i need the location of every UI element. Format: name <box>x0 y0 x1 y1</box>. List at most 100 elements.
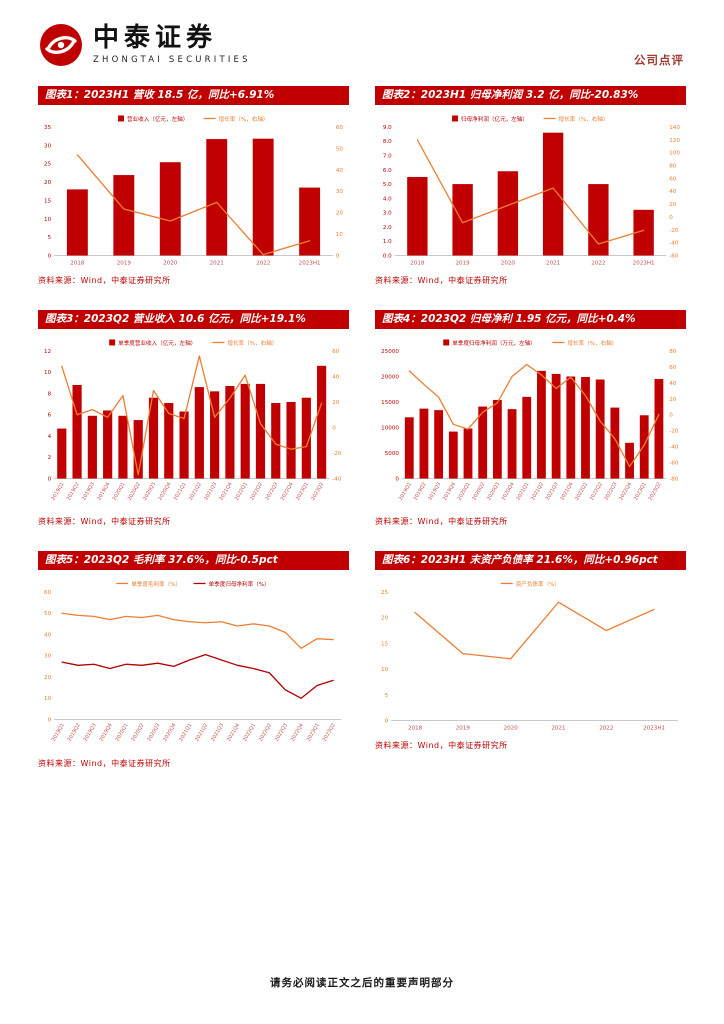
brand-name: 中泰证券 <box>93 22 218 53</box>
svg-text:增长率（%，右轴）: 增长率（%，右轴） <box>559 115 609 123</box>
svg-text:20: 20 <box>669 202 677 208</box>
svg-text:2019Q1: 2019Q1 <box>50 481 65 501</box>
svg-text:2022Q2: 2022Q2 <box>249 481 264 501</box>
svg-text:2022: 2022 <box>256 261 270 267</box>
svg-text:2019Q4: 2019Q4 <box>96 481 111 501</box>
svg-text:2022Q1: 2022Q1 <box>574 481 589 501</box>
svg-text:20: 20 <box>669 397 677 403</box>
svg-text:2: 2 <box>48 455 52 461</box>
svg-text:140: 140 <box>669 125 680 131</box>
svg-text:2023H1: 2023H1 <box>643 726 665 732</box>
page-header: 中泰证券 ZHONGTAI SECURITIES 公司点评 <box>0 0 724 72</box>
svg-text:2022Q3: 2022Q3 <box>274 723 289 743</box>
svg-text:8: 8 <box>48 391 52 397</box>
svg-text:1.0: 1.0 <box>383 239 392 245</box>
chart-3-canvas-revenue-quarterly: 0 2 4 6 8 10 12 -40 -20 0 20 40 60 2019Q1 2019Q2 2019Q3… <box>44 338 342 501</box>
svg-text:2020Q4: 2020Q4 <box>501 481 516 501</box>
chart-panel-6: 图表6：2023H1 末资产负债率 21.6%，同比+0.96pct 0 5 10 1… <box>375 551 686 769</box>
svg-text:2020Q1: 2020Q1 <box>457 481 472 501</box>
svg-text:60: 60 <box>669 365 677 371</box>
svg-text:80: 80 <box>669 349 677 355</box>
svg-text:0: 0 <box>395 476 399 482</box>
svg-text:2018: 2018 <box>408 726 423 732</box>
svg-text:8.0: 8.0 <box>383 139 392 145</box>
svg-text:2021Q4: 2021Q4 <box>226 723 241 743</box>
svg-text:2022Q3: 2022Q3 <box>264 481 279 501</box>
svg-text:2023Q1: 2023Q1 <box>306 723 321 743</box>
svg-text:单季度毛利率（%）: 单季度毛利率（%） <box>131 580 181 588</box>
svg-text:2023Q2: 2023Q2 <box>322 723 337 743</box>
svg-text:2021Q3: 2021Q3 <box>210 723 225 743</box>
svg-text:30: 30 <box>44 654 52 660</box>
svg-text:15: 15 <box>44 199 52 205</box>
svg-text:2022Q1: 2022Q1 <box>242 723 257 743</box>
svg-text:2019Q2: 2019Q2 <box>66 481 81 501</box>
svg-text:2019Q4: 2019Q4 <box>99 723 114 743</box>
svg-text:2022Q4: 2022Q4 <box>280 481 295 501</box>
svg-text:120: 120 <box>669 138 680 144</box>
svg-text:-40: -40 <box>669 241 679 247</box>
svg-text:2020Q3: 2020Q3 <box>486 481 501 501</box>
chart-1-source-note: 资料来源：Wind，中泰证券研究所 <box>38 275 171 285</box>
svg-text:增长率（%，右轴）: 增长率（%，右轴） <box>219 115 269 123</box>
svg-text:-40: -40 <box>669 444 679 450</box>
svg-text:2021: 2021 <box>551 726 566 732</box>
svg-text:2021: 2021 <box>210 261 225 267</box>
svg-text:2020Q3: 2020Q3 <box>146 723 161 743</box>
svg-text:2021Q4: 2021Q4 <box>219 481 234 501</box>
svg-text:0.0: 0.0 <box>383 254 392 260</box>
svg-text:单季度归母净利润（万元，左轴）: 单季度归母净利润（万元，左轴） <box>452 338 536 346</box>
chart-2-title: 图表2：2023H1 归母净利润 3.2 亿，同比-20.83% <box>375 86 686 106</box>
svg-text:2019Q1: 2019Q1 <box>398 481 413 501</box>
svg-text:2022Q4: 2022Q4 <box>618 481 633 501</box>
svg-text:6.0: 6.0 <box>383 168 392 174</box>
svg-text:10: 10 <box>44 370 52 376</box>
svg-text:0: 0 <box>332 425 336 431</box>
svg-text:2019Q3: 2019Q3 <box>81 481 96 501</box>
svg-text:增长率（%，右轴）: 增长率（%，右轴） <box>227 338 277 346</box>
chart-5-title: 图表5：2023Q2 毛利率 37.6%，同比-0.5pct <box>38 551 349 571</box>
svg-text:2020Q2: 2020Q2 <box>130 723 145 743</box>
chart-panel-1: 图表1：2023H1 营收 18.5 亿，同比+6.91% 0 5 10 15 20 25… <box>38 86 349 286</box>
svg-text:40: 40 <box>669 381 677 387</box>
svg-text:2019: 2019 <box>456 726 471 732</box>
svg-text:7.0: 7.0 <box>383 154 392 160</box>
svg-text:-20: -20 <box>669 228 679 234</box>
svg-text:10: 10 <box>44 217 52 223</box>
svg-text:50: 50 <box>336 146 344 152</box>
svg-text:60: 60 <box>44 590 52 596</box>
svg-text:2019Q4: 2019Q4 <box>442 481 457 501</box>
svg-text:2020Q4: 2020Q4 <box>157 481 172 501</box>
svg-text:10: 10 <box>44 697 52 703</box>
chart-4-box: 0 5000 10000 15000 20000 25000 -80 -60 -40 -20 0 20… <box>375 334 686 511</box>
svg-text:-20: -20 <box>332 451 342 457</box>
svg-text:4: 4 <box>48 434 52 440</box>
doc-type-label: 公司点评 <box>634 53 684 67</box>
svg-text:2021Q2: 2021Q2 <box>530 481 545 501</box>
chart-1-box: 0 5 10 15 20 25 30 35 0 10 20 30 40 50 60 2018 2019 2020 2… <box>38 110 349 269</box>
svg-text:单季度营业收入（亿元，左轴）: 单季度营业收入（亿元，左轴） <box>118 338 196 346</box>
svg-text:2021Q3: 2021Q3 <box>545 481 560 501</box>
chart-6-source-note: 资料来源：Wind，中泰证券研究所 <box>375 740 508 750</box>
svg-text:2019Q2: 2019Q2 <box>413 481 428 501</box>
svg-text:-80: -80 <box>669 476 679 482</box>
chart-4-source-note: 资料来源：Wind，中泰证券研究所 <box>375 517 508 527</box>
svg-text:40: 40 <box>336 168 344 174</box>
chart-panel-5: 图表5：2023Q2 毛利率 37.6%，同比-0.5pct 0 10 20 30 40… <box>38 551 349 769</box>
chart-6-title: 图表6：2023H1 末资产负债率 21.6%，同比+0.96pct <box>375 551 686 571</box>
svg-text:2021Q1: 2021Q1 <box>515 481 530 501</box>
footer-disclaimer: 请务必阅读正文之后的重要声明部分 <box>270 977 454 989</box>
charts-grid: 图表1：2023H1 营收 18.5 亿，同比+6.91% 0 5 10 15 20 25… <box>0 72 724 769</box>
svg-text:0: 0 <box>336 254 340 260</box>
chart-1-canvas-revenue-yearly: 0 5 10 15 20 25 30 35 0 10 20 30 40 50 60 2018 2019 2020 2… <box>44 115 344 267</box>
svg-text:2021: 2021 <box>546 261 561 267</box>
svg-text:2019Q2: 2019Q2 <box>67 723 82 743</box>
svg-text:80: 80 <box>669 164 677 170</box>
svg-text:2020Q2: 2020Q2 <box>127 481 142 501</box>
svg-text:2022Q4: 2022Q4 <box>290 723 305 743</box>
chart-2-box: 0.0 1.0 2.0 3.0 4.0 5.0 6.0 7.0 8.0 9.0 -60 -40 -20 0… <box>375 110 686 269</box>
svg-text:2022: 2022 <box>599 726 613 732</box>
chart-2-canvas-netprofit-yearly: 0.0 1.0 2.0 3.0 4.0 5.0 6.0 7.0 8.0 9.0 -60 -40 -20 0… <box>383 115 680 267</box>
